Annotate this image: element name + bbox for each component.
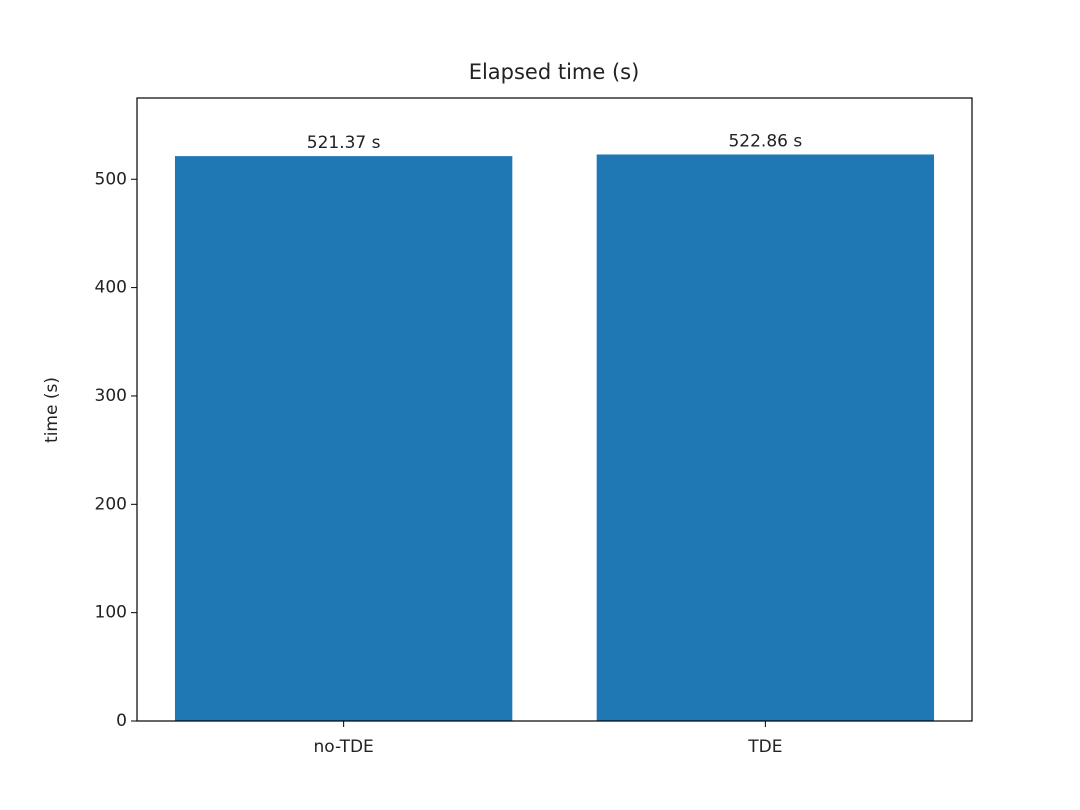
y-axis-label: time (s) — [42, 377, 62, 443]
chart-title: Elapsed time (s) — [469, 60, 640, 84]
x-tick-label: TDE — [747, 737, 782, 757]
bar — [174, 156, 513, 721]
bar — [596, 154, 935, 721]
y-tick-label: 400 — [95, 278, 127, 298]
y-tick-label: 0 — [116, 711, 127, 731]
value-label: 522.86 s — [728, 131, 802, 151]
y-tick-label: 500 — [95, 169, 127, 189]
plot-frame — [136, 97, 973, 722]
y-tick-label: 100 — [95, 603, 127, 623]
y-tick-label: 200 — [95, 494, 127, 514]
x-tick-label: no-TDE — [314, 737, 374, 757]
y-tick-label: 300 — [95, 386, 127, 406]
value-label: 521.37 s — [307, 133, 381, 153]
